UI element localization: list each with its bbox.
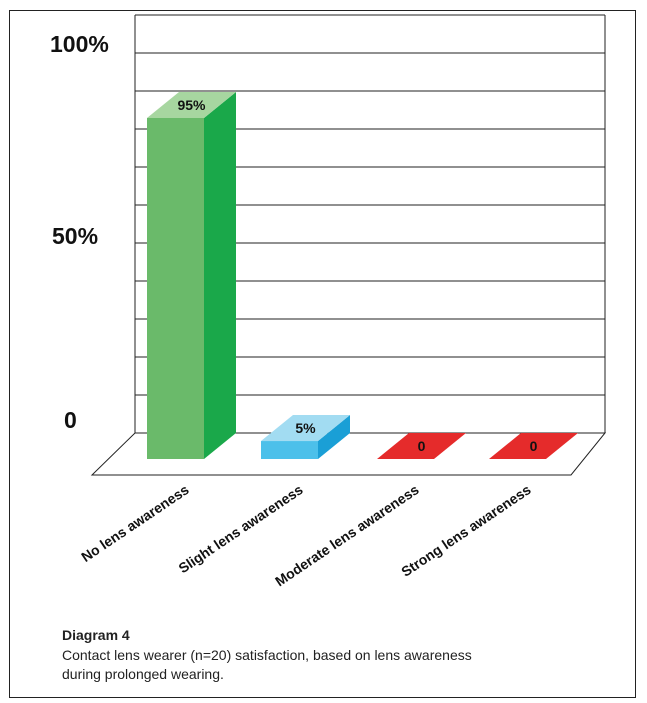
caption-text: Contact lens wearer (n=20) satisfaction,… (62, 647, 472, 682)
bar-top (377, 433, 466, 459)
value-label: 95% (177, 97, 206, 113)
y-tick-label: 0 (64, 407, 77, 433)
y-tick-label: 100% (50, 31, 109, 57)
bar (261, 415, 350, 459)
bar (147, 91, 236, 459)
bar (489, 433, 578, 459)
bar-top (147, 91, 236, 118)
value-label: 5% (295, 420, 316, 436)
bar-side (318, 415, 350, 459)
bar (377, 433, 466, 459)
bars (147, 91, 578, 459)
caption-title: Diagram 4 (62, 627, 130, 643)
value-labels: 95% 5% 0 0 (177, 97, 537, 454)
category-label: No lens awareness (78, 481, 192, 565)
bar-top (489, 433, 578, 459)
y-tick-label: 50% (52, 223, 98, 249)
value-label: 0 (418, 438, 426, 454)
value-label: 0 (530, 438, 538, 454)
bar-top (261, 415, 350, 442)
bar-front (261, 441, 318, 459)
category-labels: No lens awareness Slight lens awareness … (78, 481, 534, 589)
y-axis-ticks: 100% 50% 0 (50, 31, 109, 433)
bar-side (204, 91, 236, 459)
figure-caption: Diagram 4 Contact lens wearer (n=20) sat… (62, 627, 482, 684)
figure-frame (9, 10, 636, 698)
bar-front (147, 117, 204, 459)
category-label: Slight lens awareness (175, 481, 305, 576)
